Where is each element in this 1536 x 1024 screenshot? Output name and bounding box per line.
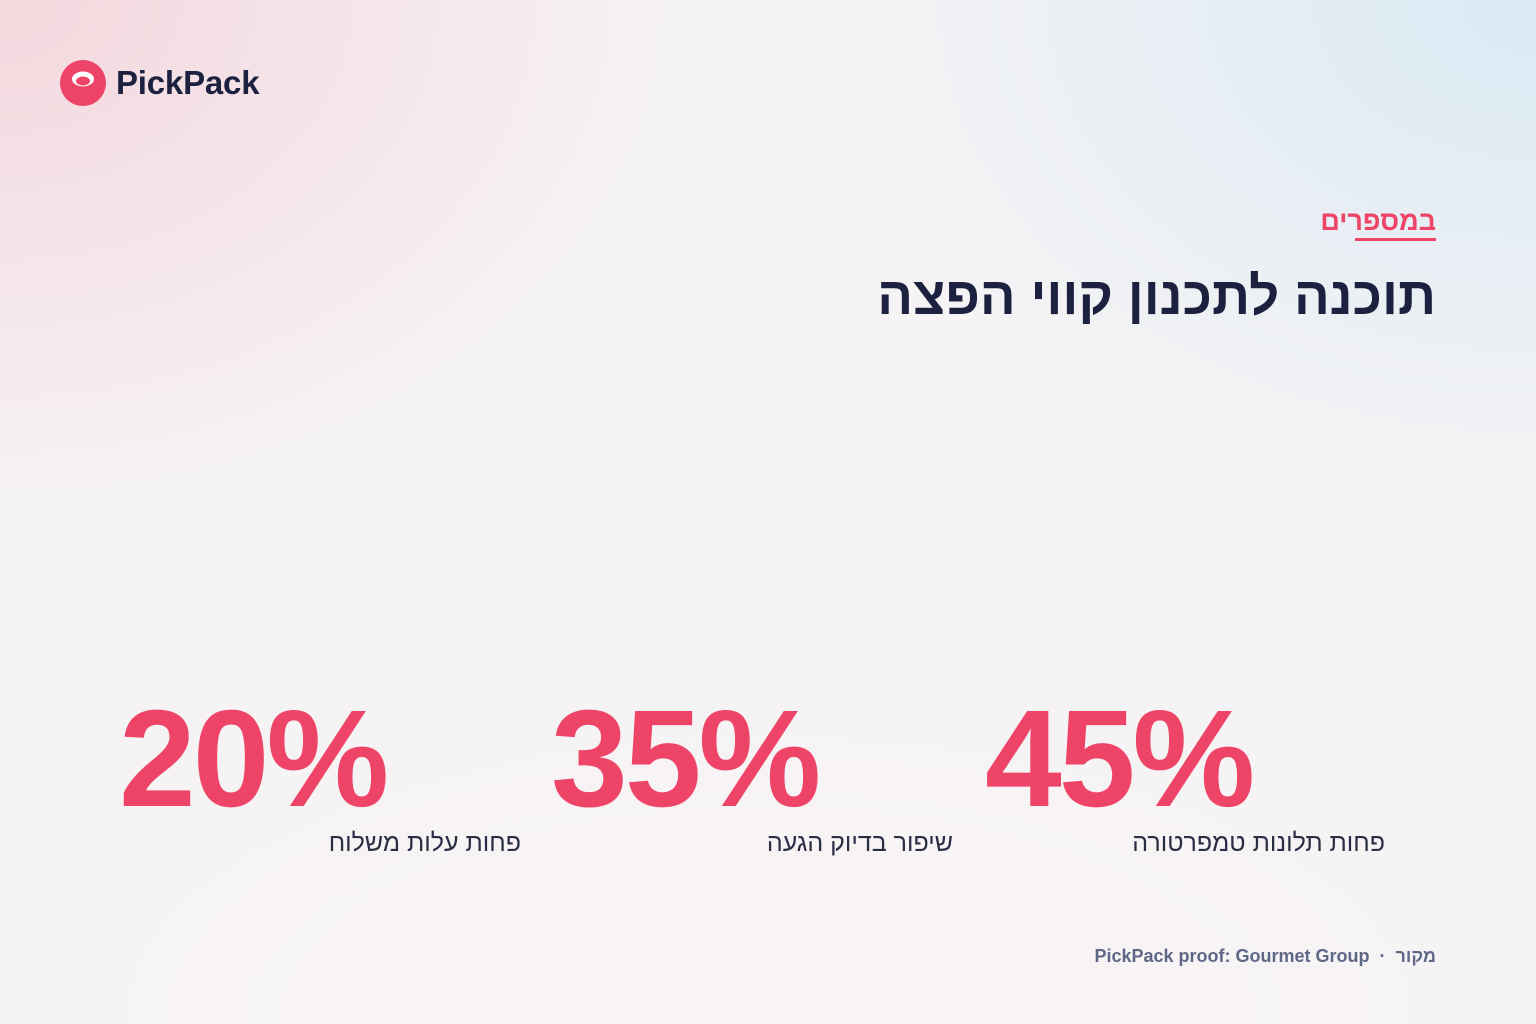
pickpack-logo-icon [60, 60, 106, 106]
source-line: מקור · PickPack proof: Gourmet Group [1094, 944, 1436, 968]
stat-label-shipping: פחות עלות משלוח [328, 829, 521, 857]
stat-label-arrival: שיפור בדיוק הגעה [766, 829, 953, 857]
stat-label-temperature: פחות תלונות טמפרטורה [1132, 829, 1385, 857]
stat-value-arrival: 35% [551, 682, 821, 836]
section-eyebrow: במספרים [1320, 206, 1436, 236]
page-title: תוכנה לתכנון קווי הפצה [877, 267, 1436, 326]
source-separator: · [1379, 946, 1386, 966]
brand-logo: PickPack [60, 60, 260, 106]
stat-value-shipping: 20% [119, 682, 389, 836]
brand-name: PickPack [116, 64, 260, 101]
stat-value-temperature: 45% [985, 682, 1255, 836]
source-text: PickPack proof: Gourmet Group [1094, 946, 1370, 966]
source-label: מקור [1395, 946, 1436, 966]
eyebrow-underline [1355, 238, 1436, 241]
